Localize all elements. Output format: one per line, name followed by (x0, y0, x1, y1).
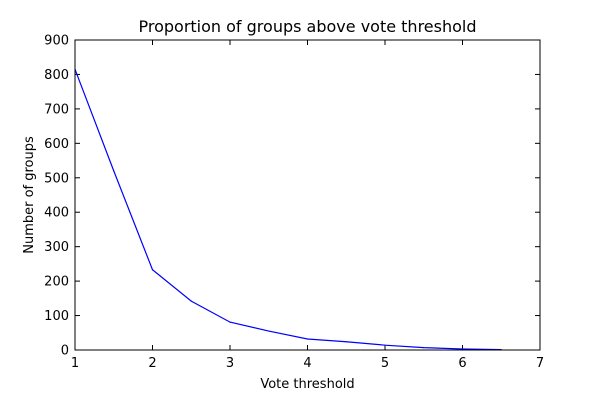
y-tick-label: 700 (44, 102, 69, 117)
data-point (190, 300, 192, 302)
y-tick-label: 900 (44, 34, 69, 49)
data-point (268, 330, 270, 332)
x-tick-label: 2 (148, 356, 156, 371)
chart-title: Proportion of groups above vote threshol… (139, 17, 477, 36)
x-axis-label: Vote threshold (260, 377, 354, 392)
y-tick-label: 0 (61, 344, 69, 359)
plot-frame (74, 39, 541, 351)
x-tick-label: 3 (226, 356, 234, 371)
x-tick-label: 7 (536, 356, 544, 371)
data-point (113, 170, 115, 172)
x-tick-label: 6 (458, 356, 466, 371)
x-tick-label: 1 (71, 356, 79, 371)
data-point (345, 341, 347, 343)
y-tick-label: 100 (44, 309, 69, 324)
y-tick-label: 500 (44, 171, 69, 186)
data-point (461, 348, 464, 350)
y-tick-label: 600 (44, 137, 69, 152)
data-point (423, 346, 425, 349)
data-point (229, 321, 231, 323)
data-point (384, 344, 386, 346)
y-axis-label: Number of groups (22, 136, 37, 254)
series-line (74, 69, 502, 351)
y-tick-label: 200 (44, 275, 69, 290)
x-tick-label: 4 (303, 356, 311, 371)
y-tick-label: 400 (44, 206, 69, 221)
data-point (306, 338, 309, 340)
x-axis-ticks: 1 2 3 4 5 6 7 (71, 40, 544, 371)
y-tick-label: 800 (44, 68, 69, 83)
y-tick-label: 300 (44, 240, 69, 255)
series-layer (74, 68, 502, 351)
data-point (151, 269, 154, 271)
x-tick-label: 5 (381, 356, 389, 371)
y-axis-ticks: 0 100 200 300 400 500 600 700 800 900 (44, 34, 540, 359)
